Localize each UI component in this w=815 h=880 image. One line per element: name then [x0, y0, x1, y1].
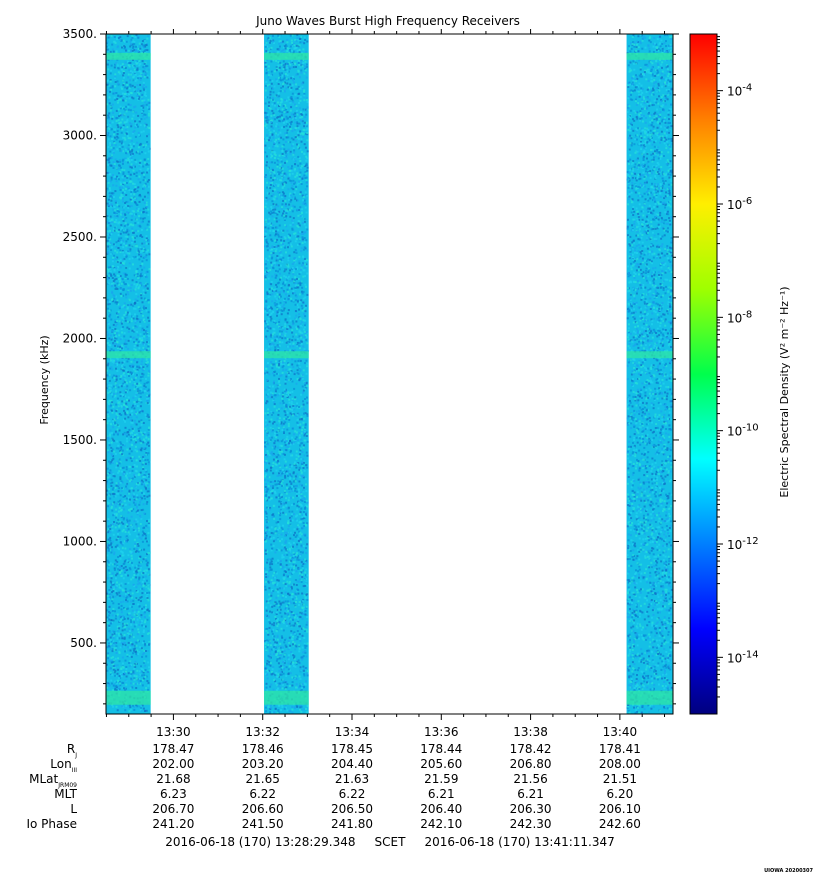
data-intervals — [106, 34, 673, 714]
data-interval-3 — [626, 34, 673, 714]
ephemeris-value: 6.21 — [428, 787, 455, 801]
ephemeris-value: 206.70 — [152, 802, 194, 816]
y-tick-label: 2500. — [63, 230, 97, 244]
colorbar-tick-label: 10-14 — [727, 649, 759, 665]
x-tick-label: 13:40 — [603, 725, 638, 739]
x-tick-label: 13:30 — [156, 725, 191, 739]
ephemeris-value: 206.50 — [331, 802, 373, 816]
x-tick-label: 13:34 — [335, 725, 370, 739]
ephemeris-value: 6.23 — [160, 787, 187, 801]
colorbar-tick-label: 10-8 — [727, 309, 752, 325]
ephemeris-value: 202.00 — [152, 757, 194, 771]
ephemeris-row-label: Io Phase — [26, 817, 77, 831]
colorbar: 10-14 10-12 10-10 10-8 10-6 10-4 — [689, 33, 759, 715]
band-feature-2 — [626, 351, 673, 359]
colorbar-tick-label: 10-6 — [727, 196, 752, 212]
ephemeris-value: 203.20 — [242, 757, 284, 771]
ephemeris-value: 6.20 — [607, 787, 634, 801]
ephemeris-value: 6.21 — [517, 787, 544, 801]
plot-background — [106, 34, 673, 714]
ephemeris-value: 242.30 — [510, 817, 552, 831]
ephemeris-value: 21.63 — [335, 772, 369, 786]
y-tick-label: 2000. — [63, 331, 97, 345]
ephemeris-value: 178.41 — [599, 742, 641, 756]
ephemeris-value: 21.56 — [513, 772, 547, 786]
ephemeris-value: 21.59 — [424, 772, 458, 786]
ephemeris-row-label: MLatJRM09 — [29, 772, 77, 789]
ephemeris-value: 206.40 — [420, 802, 462, 816]
y-tick-label: 1500. — [63, 433, 97, 447]
colorbar-tick-label: 10-10 — [727, 423, 759, 439]
source-stamp: UIOWA 20200307 — [764, 868, 813, 874]
ephemeris-value: 241.20 — [152, 817, 194, 831]
data-interval-1 — [106, 34, 151, 714]
y-tick-label: 500. — [70, 636, 97, 650]
y-axis-label: Frequency (kHz) — [38, 335, 51, 424]
data-interval-2 — [264, 34, 309, 714]
ephemeris-value: 205.60 — [420, 757, 462, 771]
ephemeris-value: 206.60 — [242, 802, 284, 816]
x-tick-label: 13:36 — [424, 725, 459, 739]
ephemeris-row-label: MLT — [54, 787, 77, 801]
ephemeris-value: 206.30 — [510, 802, 552, 816]
band-feature-2 — [106, 351, 151, 359]
y-axis: 500. 1000. 1500. 2000. 2500. 3000. 3500. — [63, 27, 679, 705]
ephemeris-value: 21.68 — [156, 772, 190, 786]
plot-frame — [105, 33, 674, 715]
time-range-text: 2016-06-18 (170) 13:28:29.348 SCET 2016-… — [165, 835, 615, 849]
ephemeris-value: 242.10 — [420, 817, 462, 831]
ephemeris-row-label: RJ — [67, 742, 77, 759]
x-tick-label: 13:32 — [245, 725, 280, 739]
ephemeris-value: 178.47 — [152, 742, 194, 756]
ephemeris-value: 178.45 — [331, 742, 373, 756]
colorbar-tick-label: 10-12 — [727, 536, 759, 552]
y-tick-label: 1000. — [63, 534, 97, 548]
ephemeris-value: 21.51 — [603, 772, 637, 786]
band-feature-3 — [264, 690, 309, 705]
ephemeris-value: 206.80 — [510, 757, 552, 771]
ephemeris-value: 178.42 — [510, 742, 552, 756]
ephemeris-value: 242.60 — [599, 817, 641, 831]
spectrogram-plot — [105, 33, 674, 715]
y-tick-label: 3000. — [63, 128, 97, 142]
ephemeris-value: 178.44 — [420, 742, 462, 756]
ephemeris-value: 241.80 — [331, 817, 373, 831]
band-feature-1 — [626, 52, 673, 60]
colorbar-gradient — [689, 33, 718, 715]
y-tick-label: 3500. — [63, 27, 97, 41]
band-feature-1 — [264, 52, 309, 60]
ephemeris-table: RJ 178.47 178.46 178.45 178.44 178.42 178.41 Lo… — [26, 742, 640, 831]
ephemeris-value: 206.10 — [599, 802, 641, 816]
x-tick-label: 13:38 — [513, 725, 548, 739]
ephemeris-value: 21.65 — [246, 772, 280, 786]
colorbar-tick-label: 10-4 — [727, 83, 752, 99]
band-feature-1 — [106, 52, 151, 60]
ephemeris-value: 204.40 — [331, 757, 373, 771]
colorbar-ticks: 10-14 10-12 10-10 10-8 10-6 10-4 — [717, 36, 759, 698]
band-feature-3 — [106, 690, 151, 705]
band-feature-2 — [264, 351, 309, 359]
ephemeris-row-label: LonIII — [50, 757, 77, 774]
ephemeris-value: 6.22 — [249, 787, 276, 801]
band-feature-3 — [626, 690, 673, 705]
colorbar-label: Electric Spectral Density (V² m⁻² Hz⁻¹) — [778, 286, 791, 497]
x-axis: 13:30 13:32 13:34 13:36 13:38 13:40 — [105, 29, 666, 739]
chart-title: Juno Waves Burst High Frequency Receiver… — [255, 14, 520, 28]
ephemeris-row-label: L — [70, 802, 77, 816]
ephemeris-value: 6.22 — [339, 787, 366, 801]
ephemeris-value: 241.50 — [242, 817, 284, 831]
ephemeris-value: 208.00 — [599, 757, 641, 771]
ephemeris-value: 178.46 — [242, 742, 284, 756]
